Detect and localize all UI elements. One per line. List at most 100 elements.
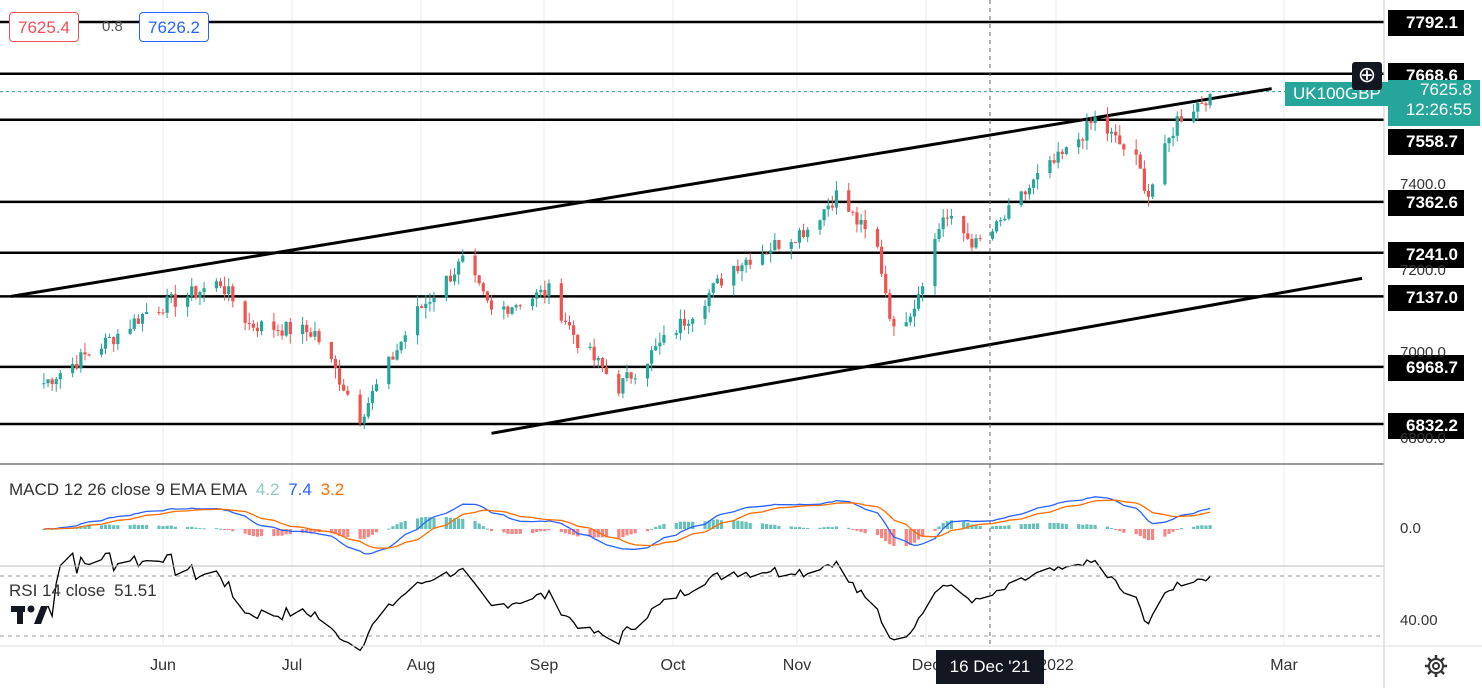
- candle-body: [921, 286, 925, 295]
- macd-histogram-bar: [432, 517, 436, 529]
- candle-body: [194, 286, 198, 298]
- candle-body: [42, 383, 46, 385]
- macd-histogram-bar: [949, 520, 953, 529]
- candle-body: [793, 242, 797, 244]
- candle-body: [933, 238, 937, 287]
- candle-body: [374, 384, 379, 392]
- macd-histogram-bar: [966, 522, 970, 529]
- candle-body: [1077, 139, 1081, 148]
- candle-body: [83, 352, 87, 355]
- macd-histogram-bar: [879, 529, 884, 539]
- candle-body: [789, 242, 793, 249]
- macd-histogram-bar: [165, 525, 169, 529]
- candle-body: [1179, 116, 1183, 122]
- candle-body: [1146, 190, 1151, 197]
- macd-histogram-bar: [305, 529, 309, 533]
- macd-histogram-bar: [1064, 523, 1068, 529]
- macd-histogram-bar: [539, 529, 543, 532]
- rsi-legend[interactable]: RSI 14 close 51.51: [9, 581, 161, 601]
- candle-body: [288, 321, 292, 335]
- candle-body: [190, 286, 194, 297]
- candle-body: [415, 306, 420, 336]
- macd-legend[interactable]: MACD 12 26 close 9 EMA EMA 4.2 7.4 3.2: [9, 480, 348, 500]
- candlestick-series: [42, 92, 1212, 429]
- macd-histogram-bar: [374, 529, 379, 533]
- macd-histogram-bar: [1081, 524, 1085, 529]
- macd-histogram-bar: [912, 529, 917, 543]
- candle-body: [1007, 205, 1011, 219]
- candle-body: [884, 273, 888, 294]
- macd-histogram-bar: [1142, 529, 1146, 539]
- macd-histogram-bar: [1200, 525, 1204, 529]
- trend-line: [10, 87, 1272, 298]
- macd-histogram-bar: [87, 525, 91, 529]
- macd-histogram-bar: [444, 517, 448, 529]
- candle-body: [650, 350, 654, 364]
- macd-histogram-bar: [280, 529, 284, 536]
- candle-body: [633, 378, 637, 380]
- macd-histogram-bar: [485, 528, 489, 530]
- macd-histogram-bar: [1204, 525, 1208, 529]
- x-tick-label: Dec: [911, 657, 941, 674]
- macd-histogram-bar: [415, 518, 420, 529]
- candle-body: [276, 330, 280, 332]
- macd-histogram-bar: [625, 529, 629, 536]
- macd-histogram-bar: [937, 526, 941, 529]
- macd-histogram-bar: [222, 529, 227, 530]
- macd-histogram-bar: [904, 529, 908, 547]
- ask-price[interactable]: 7626.2: [139, 12, 209, 42]
- x-tick-label: Nov: [782, 657, 812, 674]
- candle-body: [1081, 139, 1085, 141]
- macd-histogram-bar: [161, 526, 165, 529]
- candle-body: [1089, 120, 1093, 124]
- gear-icon[interactable]: [1424, 654, 1448, 678]
- macd-histogram-bar: [572, 529, 576, 536]
- bid-price[interactable]: 7625.4: [9, 12, 79, 42]
- add-alert-button[interactable]: ⊕: [1352, 62, 1382, 90]
- candle-body: [231, 286, 235, 302]
- candle-body: [71, 363, 75, 374]
- candle-body: [214, 281, 218, 289]
- candle-body: [617, 373, 621, 394]
- macd-histogram-bar: [1048, 522, 1052, 529]
- macd-histogram-bar: [342, 529, 346, 537]
- macd-pane: [42, 496, 1212, 555]
- candle-body: [54, 379, 58, 385]
- macd-histogram-bar: [600, 529, 604, 538]
- macd-histogram-bar: [502, 529, 506, 533]
- macd-histogram-bar: [457, 518, 461, 529]
- candle-body: [161, 312, 165, 314]
- candle-body: [428, 302, 432, 304]
- candle-body: [1109, 131, 1114, 134]
- candle-body: [576, 334, 580, 349]
- candle-body: [424, 303, 428, 309]
- macd-histogram-bar: [588, 529, 592, 537]
- candle-body: [477, 275, 481, 284]
- candle-body: [481, 283, 485, 292]
- macd-histogram-bar: [116, 525, 120, 529]
- macd-histogram-bar: [194, 527, 198, 529]
- candle-body: [539, 289, 543, 293]
- macd-histogram-bar: [510, 529, 514, 535]
- macd-histogram-bar: [514, 529, 518, 534]
- candle-body: [962, 216, 966, 234]
- candle-body: [904, 322, 908, 327]
- y-tick-label: 7200.0: [1400, 262, 1446, 279]
- macd-histogram-bar: [259, 529, 264, 537]
- macd-histogram-bar: [674, 523, 678, 529]
- bar-countdown: 12:26:55: [1405, 100, 1472, 119]
- macd-histogram-bar: [1085, 524, 1089, 529]
- macd-histogram-bar: [769, 524, 773, 529]
- macd-histogram-bar: [473, 520, 477, 529]
- candle-body: [888, 293, 892, 319]
- candle-body: [391, 356, 395, 360]
- macd-histogram-bar: [645, 529, 650, 532]
- candle-body: [399, 341, 403, 351]
- macd-histogram-bar: [370, 529, 375, 535]
- candle-body: [621, 378, 625, 394]
- macd-histogram-bar: [358, 529, 362, 539]
- candle-body: [937, 229, 941, 239]
- candle-body: [457, 261, 461, 275]
- candle-body: [370, 391, 375, 404]
